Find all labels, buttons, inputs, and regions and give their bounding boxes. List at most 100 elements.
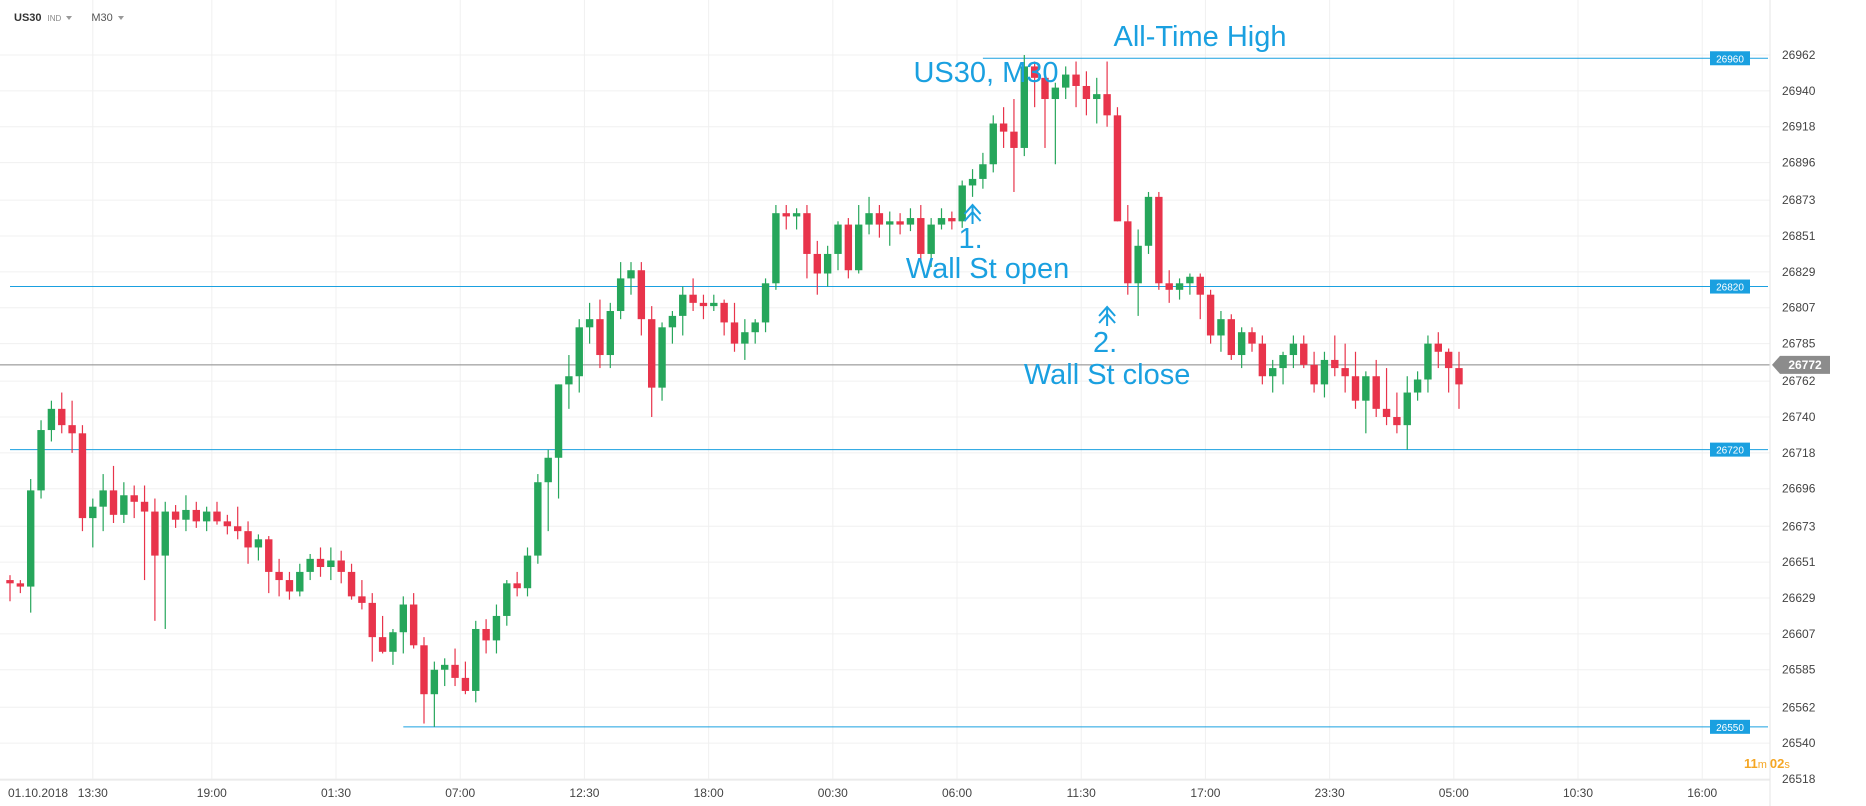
candle-body-up (492, 615, 501, 641)
annotation-all-time-high: All-Time High (1114, 21, 1287, 53)
candle-body-down (68, 425, 76, 434)
candle-body-up (565, 376, 573, 385)
candle-body-down (1082, 85, 1091, 100)
candle-body-up (989, 123, 997, 165)
up-arrow-icon (963, 203, 982, 224)
candle-body-up (1403, 392, 1411, 426)
candle-body-up (202, 511, 211, 522)
y-tick-label: 26696 (1782, 482, 1816, 496)
y-tick-label: 26762 (1782, 374, 1816, 388)
timeframe-selector[interactable]: M30 (91, 12, 113, 24)
current-price-label: 26772 (1788, 358, 1822, 372)
candle-body-down (699, 302, 708, 307)
candle-body-down (192, 509, 200, 522)
x-tick-label: 23:30 (1315, 786, 1345, 800)
candle-body-up (389, 632, 397, 652)
level-label: 26550 (1716, 723, 1744, 734)
y-tick-label: 26651 (1782, 555, 1816, 569)
candle-body-down (151, 511, 159, 556)
candle-body-down (648, 319, 656, 388)
countdown-minutes-unit: m (1758, 759, 1767, 771)
candle-body-up (741, 332, 749, 344)
candle-body-up (1362, 376, 1370, 401)
candle-body-up (1217, 319, 1225, 336)
grid (0, 0, 1770, 780)
candle-body-up (1279, 355, 1287, 369)
level-label: 26820 (1716, 283, 1744, 294)
x-tick-label: 01:30 (321, 786, 351, 800)
candle-body-up (1320, 359, 1329, 385)
y-tick-label: 26562 (1782, 700, 1816, 714)
chevron-down-icon[interactable] (117, 16, 124, 21)
candle-body-up (968, 178, 977, 186)
candle-body-down (1310, 364, 1318, 385)
symbol-selector[interactable]: US30 (14, 12, 42, 24)
candle-body-up (792, 213, 801, 217)
candle-body-up (834, 224, 842, 254)
candle-body-up (616, 278, 625, 312)
y-tick-label: 26540 (1782, 736, 1816, 750)
candle-body-up (120, 495, 128, 515)
y-tick-label: 26962 (1782, 48, 1816, 62)
candle-body-down (1351, 376, 1360, 401)
y-tick-label: 26896 (1782, 156, 1816, 170)
candle-body-down (337, 560, 345, 572)
candle-body-down (58, 408, 66, 426)
candle-body-up (886, 221, 894, 225)
candle-body-up (772, 213, 780, 284)
countdown-seconds-unit: s (1784, 759, 1790, 771)
candle-body-up (1424, 343, 1432, 380)
candle-body-up (958, 185, 966, 222)
candle-body-down (1331, 359, 1339, 369)
candle-body-up (937, 218, 946, 225)
x-tick-label: 10:30 (1563, 786, 1593, 800)
candle-body-up (855, 224, 863, 271)
candle-body-up (296, 571, 304, 592)
candle-body-up (1269, 368, 1277, 377)
candle-body-up (89, 506, 97, 519)
chart-toolbar: US30 IND M30 (14, 12, 124, 24)
candle-body-up (1062, 74, 1070, 88)
candle-body-down (844, 224, 853, 271)
candle-body-down (1030, 66, 1039, 78)
candle-body-up (327, 560, 335, 568)
y-tick-label: 26851 (1782, 229, 1816, 243)
candle-body-down (803, 213, 811, 254)
x-tick-label: 12:30 (569, 786, 599, 800)
candle-body-down (285, 580, 294, 592)
annotation-number: 1. (958, 223, 982, 255)
x-tick-label: 06:00 (942, 786, 972, 800)
candle-body-up (1175, 283, 1184, 290)
candle-body-up (1413, 379, 1422, 393)
candle-body-up (523, 555, 532, 589)
x-tick-label: 07:00 (445, 786, 475, 800)
y-tick-label: 26940 (1782, 84, 1816, 98)
annotation-wall-st-close: Wall St close (1024, 359, 1191, 391)
candle-body-up (906, 218, 915, 225)
candle-body-up (1020, 66, 1028, 148)
candle-body-up (254, 539, 263, 548)
instrument-class-label: IND (47, 14, 62, 23)
candle-body-up (1051, 87, 1060, 100)
candle-body-down (999, 123, 1008, 132)
y-tick-label: 26607 (1782, 627, 1816, 641)
candle-body-down (223, 521, 232, 527)
y-tick-label: 26740 (1782, 410, 1816, 424)
chevron-down-icon[interactable] (66, 16, 73, 21)
y-tick-label: 26918 (1782, 120, 1816, 134)
candle-body-down (1258, 343, 1267, 377)
candle-body-up (751, 322, 759, 333)
candle-body-down (451, 664, 459, 678)
candle-body-down (1041, 77, 1049, 100)
candle-body-down (875, 213, 884, 225)
candle-body-down (234, 526, 242, 532)
x-tick-label: 00:30 (818, 786, 848, 800)
candle-body-down (948, 218, 956, 222)
annotation-number: 2. (1093, 327, 1117, 359)
x-tick-label: 05:00 (1439, 786, 1469, 800)
candle-body-down (1113, 115, 1122, 222)
annotations: All-Time High 1.Wall St open 2.Wall St clo… (906, 21, 1287, 391)
x-tick-label: 19:00 (197, 786, 227, 800)
